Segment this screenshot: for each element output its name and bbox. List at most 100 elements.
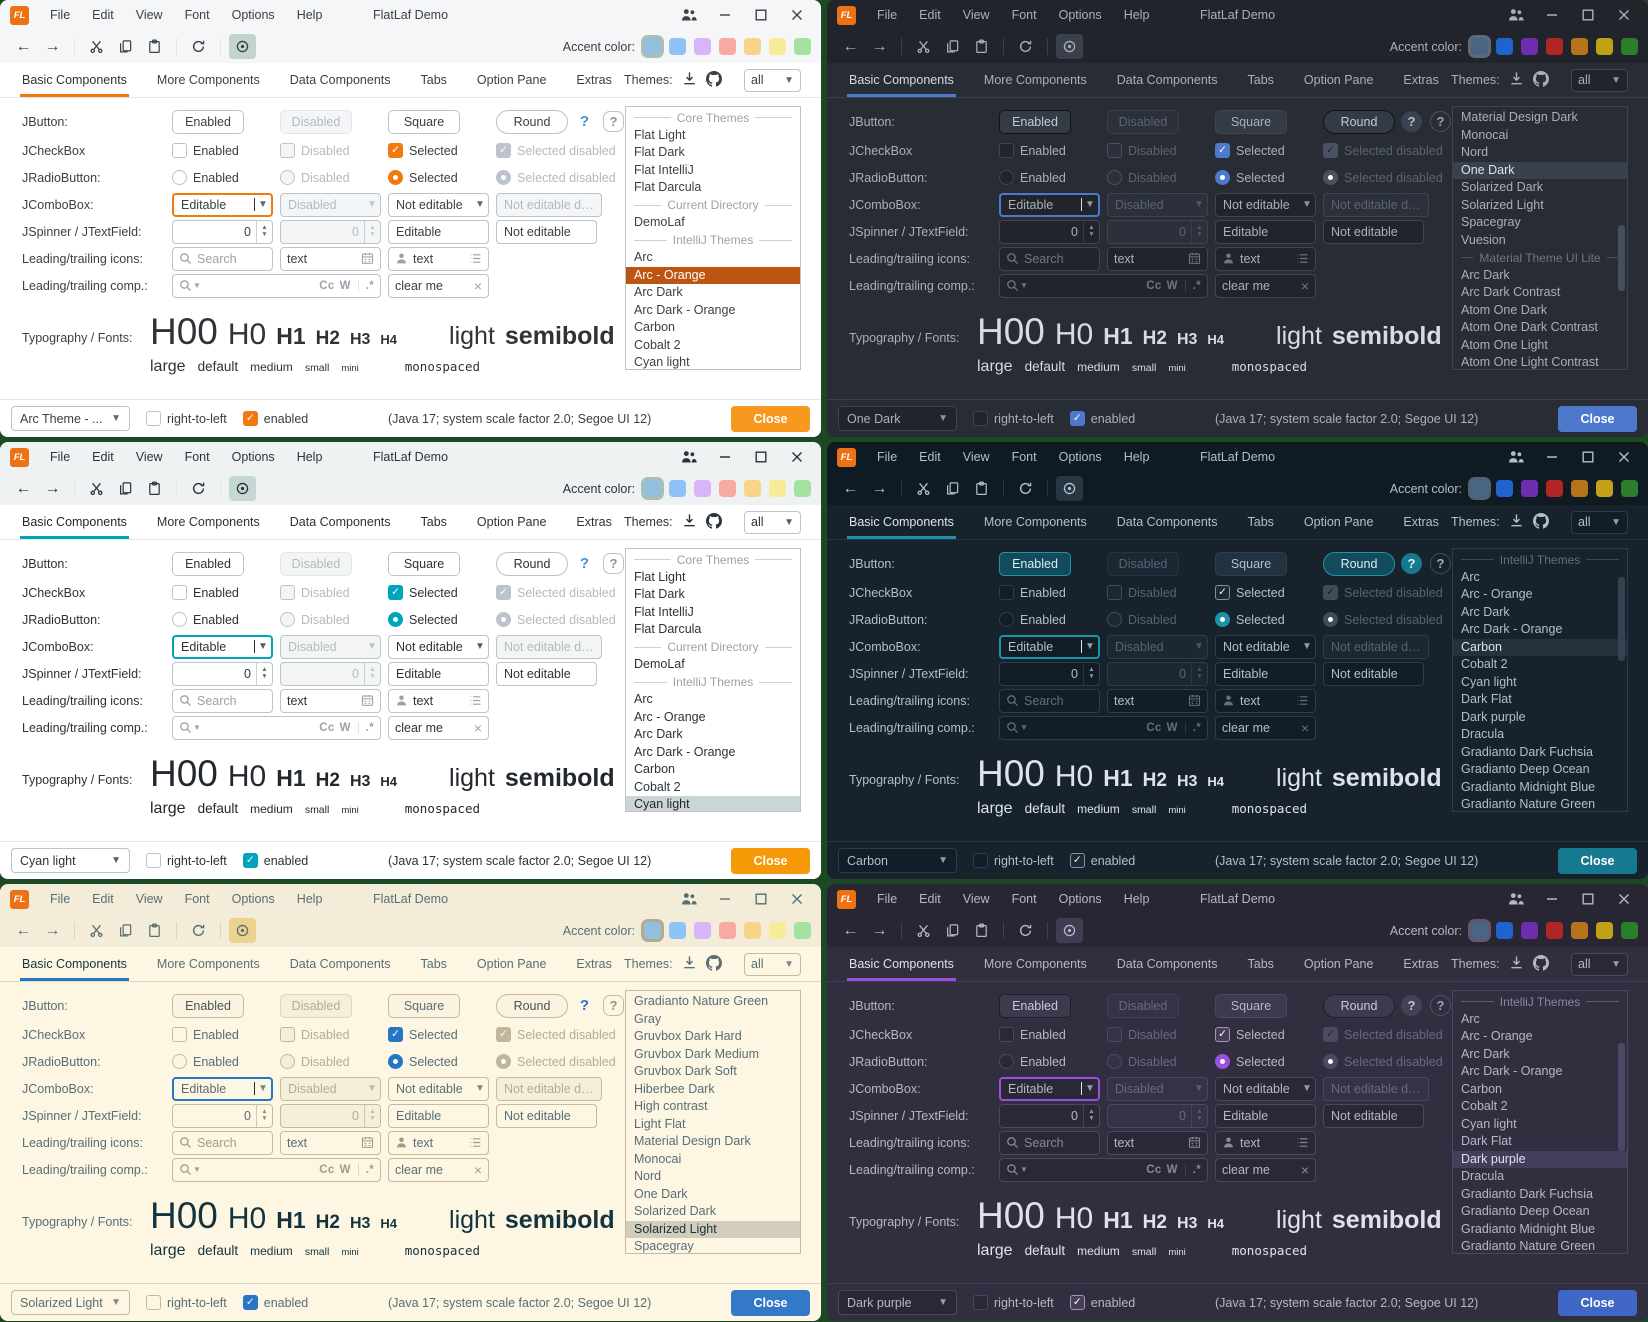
checkbox-enabled[interactable]: Enabled bbox=[172, 1027, 239, 1042]
tab-basic-components[interactable]: Basic Components bbox=[20, 63, 129, 97]
theme-item[interactable]: Gradianto Dark Fuchsia bbox=[1461, 1186, 1594, 1201]
list-icon[interactable] bbox=[1296, 252, 1309, 265]
close-window-button[interactable] bbox=[779, 884, 815, 914]
copy-icon[interactable] bbox=[939, 476, 966, 501]
menu-help[interactable]: Help bbox=[296, 8, 323, 22]
help-button-outline[interactable]: ? bbox=[1430, 553, 1451, 574]
calendar-icon[interactable] bbox=[361, 694, 374, 707]
jbutton-square[interactable]: Square bbox=[1215, 551, 1287, 576]
match-case-icon[interactable]: Cc bbox=[319, 279, 335, 292]
theme-item[interactable]: Nord bbox=[1461, 145, 1489, 159]
radio-enabled[interactable]: Enabled bbox=[999, 1054, 1066, 1069]
textfield-editable[interactable]: Editable bbox=[1215, 661, 1316, 686]
minimize-button[interactable] bbox=[1534, 884, 1570, 914]
github-icon[interactable] bbox=[705, 954, 722, 974]
user-text-input[interactable]: text bbox=[388, 688, 489, 713]
close-window-button[interactable] bbox=[1606, 0, 1642, 30]
tab-extras[interactable]: Extras bbox=[576, 957, 612, 971]
theme-item[interactable]: Vuesion bbox=[1461, 232, 1506, 247]
tab-option-pane[interactable]: Option Pane bbox=[476, 957, 547, 971]
theme-item[interactable]: Gruvbox Dark Medium bbox=[634, 1046, 760, 1061]
jbutton-round[interactable]: Round bbox=[1323, 109, 1395, 134]
textfield-editable[interactable]: Editable bbox=[1215, 219, 1316, 244]
theme-item[interactable]: Cobalt 2 bbox=[634, 337, 681, 352]
menu-font[interactable]: Font bbox=[184, 450, 210, 464]
clear-icon[interactable]: × bbox=[1300, 719, 1309, 736]
jbutton-round[interactable]: Round bbox=[496, 993, 568, 1018]
theme-filter-dropdown[interactable]: all ▼ bbox=[744, 952, 801, 976]
radio-enabled[interactable]: Enabled bbox=[172, 612, 239, 627]
tab-option-pane[interactable]: Option Pane bbox=[1303, 73, 1374, 87]
menu-help[interactable]: Help bbox=[296, 450, 323, 464]
theme-item[interactable]: Arc Dark bbox=[634, 727, 683, 741]
cut-icon[interactable] bbox=[83, 34, 110, 59]
copy-icon[interactable] bbox=[112, 34, 139, 59]
accent-swatch-6[interactable] bbox=[1596, 38, 1613, 55]
tab-data-components[interactable]: Data Components bbox=[1116, 515, 1218, 529]
menu-options[interactable]: Options bbox=[231, 450, 275, 464]
accent-swatch-4[interactable] bbox=[1546, 922, 1563, 939]
search-input[interactable]: Search bbox=[172, 1130, 273, 1155]
accent-swatch-5[interactable] bbox=[744, 922, 761, 939]
theme-item[interactable]: Dark Flat bbox=[1461, 692, 1512, 706]
clearable-input[interactable]: clear me × bbox=[1215, 1157, 1316, 1182]
theme-item[interactable]: Arc Dark bbox=[634, 285, 683, 299]
copy-icon[interactable] bbox=[939, 34, 966, 59]
minimize-button[interactable] bbox=[1534, 442, 1570, 472]
theme-item[interactable]: Solarized Dark bbox=[1461, 180, 1543, 194]
list-icon[interactable] bbox=[469, 1136, 482, 1149]
maximize-button[interactable] bbox=[1570, 884, 1606, 914]
clear-icon[interactable]: × bbox=[473, 277, 482, 294]
accent-swatch-2[interactable] bbox=[1496, 922, 1513, 939]
combobox-editable[interactable]: Editable ▼ bbox=[172, 1076, 273, 1101]
laf-selector-dropdown[interactable]: Arc Theme - ... ▼ bbox=[11, 406, 130, 431]
tab-basic-components[interactable]: Basic Components bbox=[847, 947, 956, 981]
users-icon[interactable] bbox=[671, 442, 707, 472]
chevron-down-icon[interactable]: ▼ bbox=[1020, 280, 1028, 290]
theme-item[interactable]: Material Design Dark bbox=[634, 1134, 751, 1148]
laf-selector-dropdown[interactable]: Carbon ▼ bbox=[838, 848, 957, 873]
checkbox-enabled[interactable]: Enabled bbox=[999, 585, 1066, 600]
search-options-input[interactable]: ▼ Cc W .* bbox=[172, 273, 381, 298]
download-icon[interactable] bbox=[1509, 71, 1524, 89]
regex-icon[interactable]: .* bbox=[365, 721, 374, 734]
enabled-checkbox[interactable]: enabled bbox=[242, 853, 308, 868]
accent-swatch-7[interactable] bbox=[794, 922, 811, 939]
checkbox-enabled[interactable]: Enabled bbox=[999, 143, 1066, 158]
copy-icon[interactable] bbox=[112, 476, 139, 501]
combobox-not-editable[interactable]: Not editable ▼ bbox=[388, 634, 489, 659]
github-icon[interactable] bbox=[705, 70, 722, 90]
tab-more-components[interactable]: More Components bbox=[156, 515, 260, 529]
search-options-input[interactable]: ▼ Cc W .* bbox=[999, 1157, 1208, 1182]
menu-file[interactable]: File bbox=[50, 892, 71, 906]
cut-icon[interactable] bbox=[910, 34, 937, 59]
accent-swatch-4[interactable] bbox=[719, 38, 736, 55]
jbutton-round[interactable]: Round bbox=[496, 551, 568, 576]
theme-item[interactable]: Gradianto Deep Ocean bbox=[1461, 762, 1590, 776]
accent-swatch-5[interactable] bbox=[1571, 922, 1588, 939]
paste-icon[interactable] bbox=[141, 34, 168, 59]
theme-item[interactable]: Atom One Light bbox=[1461, 337, 1548, 352]
combobox-not-editable[interactable]: Not editable ▼ bbox=[1215, 1076, 1316, 1101]
clearable-input[interactable]: clear me × bbox=[388, 273, 489, 298]
checkbox-enabled[interactable]: Enabled bbox=[172, 585, 239, 600]
spinner-arrows-icon[interactable]: ▲ ▼ bbox=[256, 1104, 272, 1127]
accent-swatch-3[interactable] bbox=[694, 922, 711, 939]
spinner-arrows-icon[interactable]: ▲ ▼ bbox=[1083, 220, 1099, 243]
jbutton-square[interactable]: Square bbox=[388, 109, 460, 134]
help-button[interactable]: ? bbox=[1401, 111, 1422, 132]
rtl-checkbox[interactable]: right-to-left bbox=[146, 853, 227, 868]
theme-item[interactable]: Arc Dark - Orange bbox=[1461, 1064, 1563, 1078]
theme-item[interactable]: Solarized Light bbox=[1461, 197, 1544, 212]
menu-file[interactable]: File bbox=[877, 8, 898, 22]
copy-icon[interactable] bbox=[112, 918, 139, 943]
accent-swatch-5[interactable] bbox=[744, 480, 761, 497]
accent-swatch-3[interactable] bbox=[694, 38, 711, 55]
minimize-button[interactable] bbox=[707, 0, 743, 30]
accent-swatch-2[interactable] bbox=[669, 480, 686, 497]
theme-item[interactable]: Nord bbox=[634, 1169, 662, 1183]
theme-item[interactable]: Light Flat bbox=[634, 1116, 686, 1131]
help-button-outline[interactable]: ? bbox=[603, 995, 624, 1016]
close-button[interactable]: Close bbox=[1558, 405, 1637, 432]
clear-icon[interactable]: × bbox=[1300, 277, 1309, 294]
